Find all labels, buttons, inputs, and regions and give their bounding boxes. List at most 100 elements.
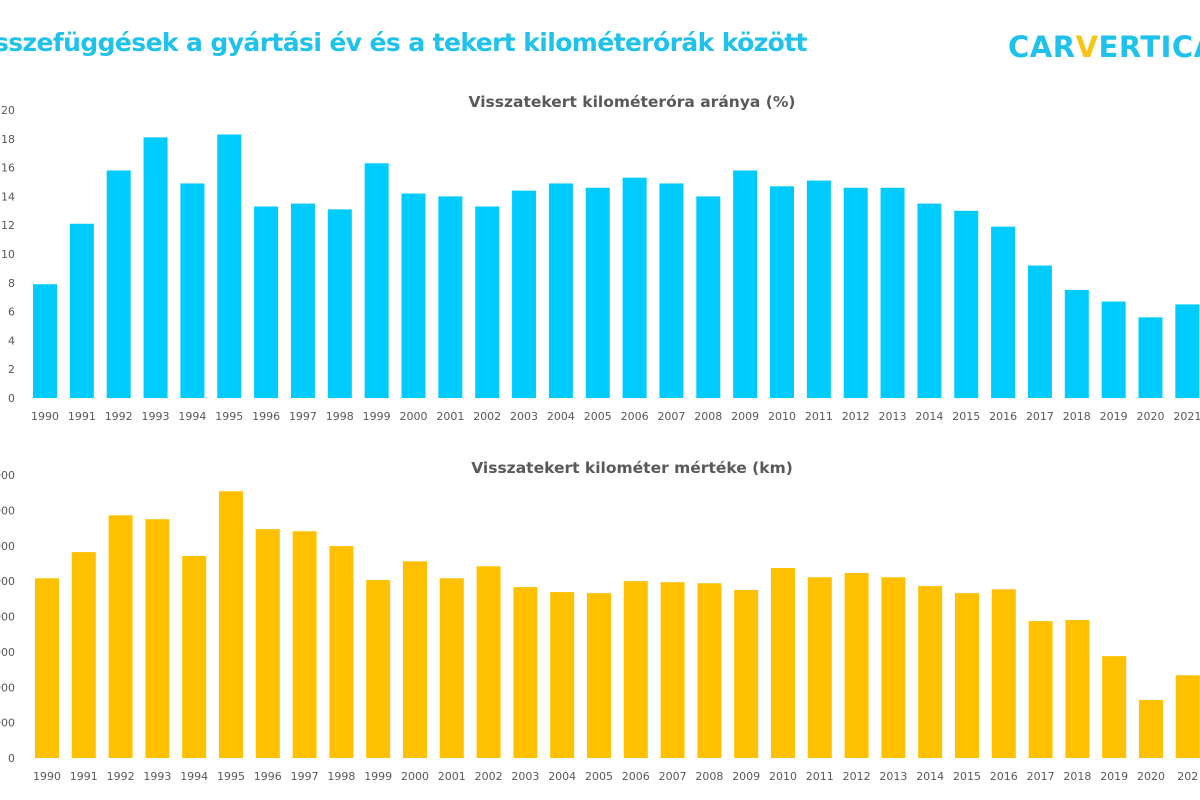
x-tick-label: 2015 [952,410,980,423]
x-tick-label: 2016 [989,410,1017,423]
x-tick-label: 2017 [1026,410,1054,423]
bar-1997 [290,203,315,398]
y-tick-label: 000 [0,611,15,624]
bar-1991 [71,552,96,758]
x-tick-label: 2004 [548,770,576,783]
y-tick-label: 12 [1,219,15,232]
y-tick-label: 18 [1,133,15,146]
bar-2015 [954,210,979,398]
bar-2004 [548,183,573,398]
x-tick-label: 2017 [1027,770,1055,783]
x-tick-label: 2008 [695,770,723,783]
bar-1998 [329,546,354,758]
y-tick-label: 0 [8,392,15,405]
bar-1995 [217,134,242,399]
x-tick-label: 2011 [806,770,834,783]
bar-1990 [33,284,57,398]
x-tick-label: 2013 [879,410,907,423]
bar-1990 [35,578,59,758]
bar-1999 [364,163,389,398]
x-tick-label: 2007 [657,410,685,423]
y-tick-label: 14 [1,190,15,203]
x-tick-label: 1995 [217,770,245,783]
y-tick-label: 000 [0,575,15,588]
bar-2003 [512,190,537,398]
x-tick-label: 2001 [438,770,466,783]
bar-1995 [219,491,243,758]
x-tick-label: 1991 [68,410,96,423]
bar-2018 [1064,290,1089,398]
bar-202 [1175,675,1200,758]
bar-2020 [1138,317,1163,398]
x-tick-label: 1999 [364,770,392,783]
x-tick-label: 2008 [694,410,722,423]
bar-2001 [439,578,464,758]
x-tick-label: 2006 [622,770,650,783]
x-tick-label: 2002 [473,410,501,423]
bar-2015 [955,593,979,758]
x-tick-label: 2000 [401,770,429,783]
y-tick-label: 20 [1,104,15,117]
x-tick-label: 2013 [879,770,907,783]
x-tick-label: 1993 [143,770,171,783]
y-tick-label: 2 [8,363,15,376]
x-tick-label: 1992 [107,770,135,783]
bar-2010 [771,568,795,758]
x-tick-label: 1990 [31,410,59,423]
bar-2008 [697,583,722,758]
x-tick-label: 2018 [1063,410,1091,423]
bar-1992 [106,170,131,398]
x-tick-label: 2020 [1137,410,1165,423]
bar-2002 [476,566,501,758]
x-tick-label: 2009 [732,770,760,783]
y-axis: 0 2 4 6 8 10 12 14 16 18 20 [1,104,15,405]
x-tick-label: 1998 [327,770,355,783]
bar-1996 [254,206,279,398]
y-tick-label: 000 [0,681,15,694]
bars [33,134,1200,399]
bar-1994 [182,556,207,758]
y-tick-label: 10 [1,248,15,261]
x-tick-label: 1993 [142,410,170,423]
rolled-back-km-chart: Visszatekert kilométer mértéke (km) 0 00 0… [0,459,1200,783]
x-tick-label: 2009 [731,410,759,423]
x-tick-label: 2021 [1173,410,1200,423]
x-tick-label: 2003 [510,410,538,423]
y-tick-label: 000 [0,717,15,730]
bar-1993 [145,519,170,758]
y-tick-label: 000 [0,504,15,517]
x-tick-label: 2005 [585,770,613,783]
bar-1993 [143,137,168,399]
x-tick-label: 2007 [659,770,687,783]
x-tick-label: 1996 [252,410,280,423]
bar-2020 [1139,699,1163,758]
bar-2018 [1065,620,1090,758]
bar-2005 [587,593,611,758]
bar-1991 [69,223,94,398]
bar-2012 [843,187,868,398]
bar-2009 [734,589,759,758]
bar-2002 [475,206,500,398]
chart-title: Visszatekert kilométer mértéke (km) [471,459,793,477]
bar-2008 [696,196,721,398]
bar-2000 [403,561,427,758]
x-tick-label: 2014 [915,410,943,423]
x-tick-label: 1994 [178,410,206,423]
bar-2007 [660,582,685,758]
bar-2019 [1101,301,1126,398]
bar-2013 [881,577,906,758]
x-tick-label: 1996 [254,770,282,783]
bar-1992 [108,515,133,758]
y-tick-label: 0 [8,752,15,765]
x-tick-label: 2014 [916,770,944,783]
page-title: sszefüggések a gyártási év és a tekert k… [0,28,808,57]
x-tick-label: 1995 [215,410,243,423]
x-tick-label: 2018 [1063,770,1091,783]
bar-2006 [622,177,647,398]
bar-2012 [844,572,869,758]
bars [35,491,1200,758]
bar-2007 [659,183,684,398]
x-tick-label: 2012 [842,410,870,423]
x-tick-label: 2019 [1100,770,1128,783]
x-tick-label: 1990 [33,770,61,783]
